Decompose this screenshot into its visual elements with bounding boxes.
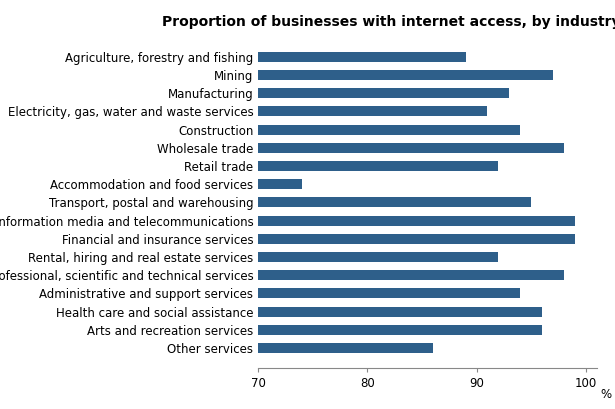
Bar	[258, 106, 488, 117]
Bar	[258, 234, 575, 244]
Text: %: %	[600, 388, 611, 401]
Bar	[258, 307, 542, 317]
Bar	[258, 143, 564, 153]
Bar	[258, 52, 466, 62]
Bar	[258, 288, 520, 299]
Bar	[258, 325, 542, 335]
Bar	[258, 216, 575, 226]
Bar	[258, 88, 509, 98]
Bar	[258, 270, 564, 280]
Bar	[258, 198, 531, 207]
Title: Proportion of businesses with internet access, by industry, 2012-13: Proportion of businesses with internet a…	[162, 15, 615, 29]
Bar	[258, 70, 553, 80]
Bar	[258, 161, 498, 171]
Bar	[258, 252, 498, 262]
Bar	[258, 179, 302, 189]
Bar	[258, 125, 520, 135]
Bar	[258, 343, 433, 353]
